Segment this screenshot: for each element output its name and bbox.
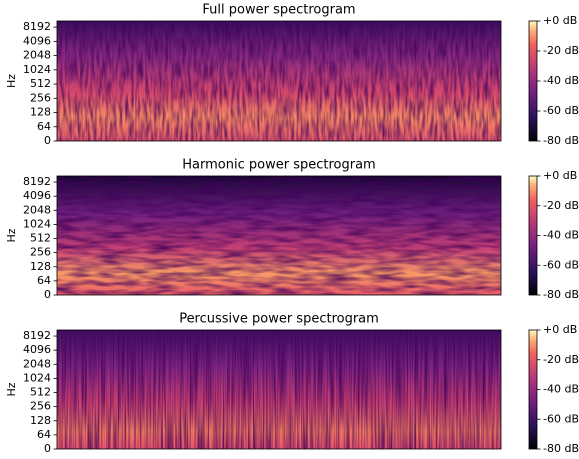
y-tick-label: 64 <box>37 274 51 287</box>
colorbar-tick-label: -20 dB <box>543 44 579 57</box>
panel-title: Harmonic power spectrogram <box>182 158 375 173</box>
colorbar-tick-label: -40 dB <box>543 74 579 87</box>
y-axis-label: Hz <box>5 74 18 88</box>
y-tick-label: 4096 <box>23 343 51 356</box>
y-tick-label: 8192 <box>23 20 51 33</box>
y-tick-label: 1024 <box>23 63 51 76</box>
y-tick-label: 0 <box>44 288 51 301</box>
panel-title: Full power spectrogram <box>202 3 355 18</box>
y-tick-label: 64 <box>37 120 51 133</box>
y-tick-label: 128 <box>30 260 51 273</box>
plot-frame <box>56 329 502 450</box>
spectrogram-texture <box>57 21 501 141</box>
colorbar-tick-label: -20 dB <box>543 199 579 212</box>
plot-frame <box>56 20 502 142</box>
y-tick-label: 256 <box>30 400 51 413</box>
colorbar <box>528 329 538 450</box>
y-tick-label: 128 <box>30 106 51 119</box>
colorbar-tick-label: -40 dB <box>543 229 579 242</box>
y-tick-label: 0 <box>44 134 51 147</box>
y-tick-label: 512 <box>30 77 51 90</box>
spectrogram-texture <box>57 330 501 449</box>
colorbar-tick-label: +0 dB <box>543 323 577 336</box>
colorbar-tick-label: +0 dB <box>543 14 577 27</box>
y-tick-label: 1024 <box>23 371 51 384</box>
colorbar-tick-label: -80 dB <box>543 134 579 147</box>
y-tick-label: 256 <box>30 91 51 104</box>
y-tick-label: 128 <box>30 414 51 427</box>
colorbar-tick-label: -60 dB <box>543 258 579 271</box>
colorbar-tick-label: -40 dB <box>543 383 579 396</box>
colorbar-tick-label: -60 dB <box>543 412 579 425</box>
panel-title: Percussive power spectrogram <box>179 312 379 327</box>
y-tick-label: 8192 <box>23 329 51 342</box>
y-tick-label: 2048 <box>23 49 51 62</box>
colorbar-tick-label: -80 dB <box>543 288 579 301</box>
y-axis-label: Hz <box>5 228 18 242</box>
y-tick-label: 512 <box>30 386 51 399</box>
colorbar-tick-label: -80 dB <box>543 442 579 455</box>
y-tick-label: 4096 <box>23 34 51 47</box>
y-tick-label: 256 <box>30 246 51 259</box>
colorbar-tick-label: -60 dB <box>543 104 579 117</box>
colorbar <box>528 20 538 142</box>
y-tick-label: 4096 <box>23 189 51 202</box>
y-tick-label: 1024 <box>23 217 51 230</box>
colorbar <box>528 175 538 296</box>
plot-frame <box>56 175 502 296</box>
colorbar-tick-label: -20 dB <box>543 353 579 366</box>
spectrogram-texture <box>57 176 501 295</box>
y-tick-label: 2048 <box>23 357 51 370</box>
y-tick-label: 8192 <box>23 175 51 188</box>
y-axis-label: Hz <box>5 382 18 396</box>
y-tick-label: 0 <box>44 442 51 455</box>
colorbar-tick-label: +0 dB <box>543 169 577 182</box>
y-tick-label: 512 <box>30 232 51 245</box>
y-tick-label: 64 <box>37 428 51 441</box>
y-tick-label: 2048 <box>23 203 51 216</box>
